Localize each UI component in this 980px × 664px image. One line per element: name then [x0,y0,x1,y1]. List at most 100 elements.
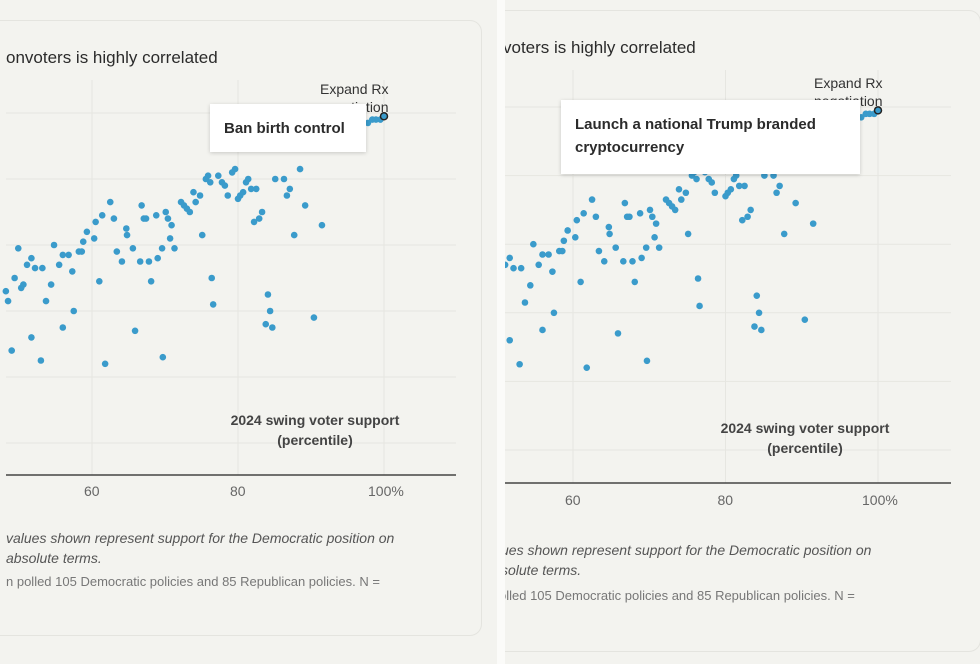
data-point[interactable] [258,208,266,216]
data-point[interactable] [266,307,274,315]
data-point[interactable] [2,287,10,295]
data-point[interactable] [231,165,239,173]
highlighted-point[interactable] [873,106,883,115]
data-point[interactable] [550,309,558,317]
data-point[interactable] [652,220,660,227]
data-point[interactable] [696,302,703,310]
data-point[interactable] [92,218,99,226]
data-point[interactable] [145,258,153,265]
data-point[interactable] [758,326,765,334]
data-point[interactable] [516,360,523,368]
data-point[interactable] [809,220,817,227]
data-point[interactable] [564,227,571,234]
data-point[interactable] [301,202,309,209]
data-point[interactable] [751,323,758,330]
data-point[interactable] [123,231,131,239]
data-point[interactable] [539,251,546,258]
data-point[interactable] [283,192,291,199]
data-point[interactable] [286,185,294,193]
data-point[interactable] [711,189,719,197]
data-point[interactable] [753,292,761,299]
data-point[interactable] [693,175,700,183]
data-point[interactable] [196,192,204,199]
data-point[interactable] [42,297,50,305]
data-point[interactable] [101,360,109,368]
data-point[interactable] [290,231,298,239]
data-point[interactable] [78,248,86,255]
data-point[interactable] [90,235,98,242]
data-point[interactable] [239,188,247,196]
data-point[interactable] [152,212,160,219]
data-point[interactable] [39,264,46,272]
data-point[interactable] [118,258,126,265]
data-point[interactable] [129,245,137,252]
data-point[interactable] [738,216,746,224]
data-point[interactable] [247,185,255,193]
data-point[interactable] [620,258,627,265]
data-point[interactable] [631,278,639,286]
data-point[interactable] [708,179,716,186]
data-point[interactable] [204,172,212,179]
data-point[interactable] [629,258,636,265]
data-point[interactable] [643,357,651,365]
data-point[interactable] [158,245,166,252]
data-point[interactable] [96,278,103,285]
data-point[interactable] [138,202,145,209]
data-point[interactable] [539,326,546,334]
data-point[interactable] [649,213,656,221]
data-point[interactable] [154,254,161,262]
data-point[interactable] [792,199,799,207]
data-point[interactable] [677,196,685,203]
data-point[interactable] [595,247,603,255]
data-point[interactable] [606,230,613,238]
data-point[interactable] [577,278,584,286]
data-point[interactable] [206,179,214,186]
data-point[interactable] [198,231,206,239]
data-point[interactable] [255,215,263,222]
data-point[interactable] [530,240,537,248]
data-point[interactable] [296,165,304,173]
data-point[interactable] [11,274,18,282]
data-point[interactable] [521,299,529,306]
data-point[interactable] [136,258,144,265]
data-point[interactable] [573,216,581,224]
data-point[interactable] [224,192,232,199]
data-point[interactable] [727,186,735,193]
data-point[interactable] [655,244,663,251]
data-point[interactable] [162,208,170,216]
data-point[interactable] [262,320,270,328]
data-point[interactable] [646,206,654,214]
data-point[interactable] [244,175,252,183]
data-point[interactable] [55,261,63,269]
data-point[interactable] [744,213,751,221]
data-point[interactable] [252,185,260,193]
data-point[interactable] [47,281,55,288]
data-point[interactable] [506,336,514,344]
data-point[interactable] [694,275,702,282]
data-point[interactable] [735,182,743,190]
data-point[interactable] [755,309,763,317]
data-point[interactable] [50,241,58,249]
data-point[interactable] [110,215,118,222]
data-point[interactable] [208,274,216,282]
data-point[interactable] [549,268,556,275]
data-point[interactable] [583,364,591,371]
data-point[interactable] [70,307,78,315]
data-point[interactable] [675,186,683,193]
data-point[interactable] [651,234,658,241]
data-point[interactable] [642,244,650,251]
data-point[interactable] [83,228,91,236]
data-point[interactable] [638,254,645,262]
data-point[interactable] [310,314,318,321]
data-point[interactable] [186,208,194,216]
data-point[interactable] [605,223,613,231]
data-point[interactable] [527,282,534,289]
data-point[interactable] [682,189,690,197]
data-point[interactable] [20,281,27,288]
data-point[interactable] [684,230,692,238]
data-point[interactable] [142,215,150,222]
data-point[interactable] [14,245,22,252]
data-point[interactable] [866,110,873,118]
data-point[interactable] [776,182,783,190]
data-point[interactable] [59,251,67,259]
